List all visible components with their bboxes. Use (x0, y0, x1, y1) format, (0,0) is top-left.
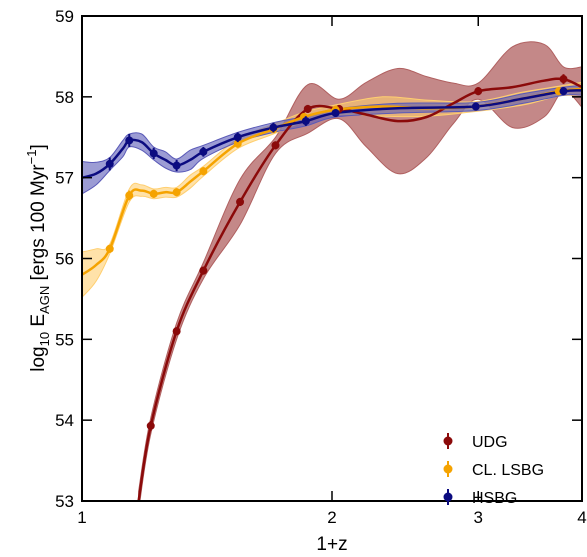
cl-lsbg-point (233, 139, 242, 148)
x-tick-label: 2 (327, 508, 336, 527)
hsbg-point (559, 87, 568, 96)
legend-dot-udg (443, 436, 453, 446)
y-tick-label: 55 (55, 330, 74, 349)
legend-label-hsbg: HSBG (472, 490, 517, 507)
hsbg-point (331, 109, 340, 117)
hsbg-point (105, 159, 114, 168)
udg-point (474, 87, 483, 96)
udg-point (172, 327, 181, 336)
hsbg-point (172, 161, 181, 170)
y-label-sup: −1 (24, 150, 39, 165)
udg-line (137, 77, 582, 501)
hsbg-point (125, 136, 134, 145)
series-markers (105, 74, 568, 431)
udg-band (138, 41, 582, 501)
y-axis-label: log10 EAGN [ergs 100 Myr−1] (24, 144, 52, 372)
hsbg-point (471, 102, 480, 111)
x-tick-label: 4 (577, 508, 586, 527)
y-label-sub-10: 10 (37, 332, 52, 346)
udg-point (303, 104, 312, 113)
legend-dot-hsbg (443, 492, 453, 502)
cl-lsbg-point (149, 189, 158, 198)
udg-point (199, 266, 208, 275)
cl-lsbg-point (105, 244, 114, 253)
udg-point (559, 75, 568, 84)
udg-point (146, 421, 155, 430)
cl-lsbg-point (125, 191, 134, 200)
udg-point (236, 197, 245, 206)
hsbg-point (199, 147, 208, 156)
x-tick-label: 1 (77, 508, 86, 527)
legend-label-cl-lsbg: CL. LSBG (472, 462, 544, 479)
y-label-log: log (28, 346, 49, 371)
y-tick-label: 54 (55, 411, 74, 430)
hsbg-point (233, 133, 242, 142)
legend-label-udg: UDG (472, 434, 508, 451)
legend: UDG CL. LSBG HSBG (443, 433, 544, 507)
y-tick-label: 57 (55, 169, 74, 188)
y-axis-ticks: 53 54 55 56 57 58 59 (55, 7, 582, 511)
y-label-e: E (28, 314, 49, 332)
y-tick-label: 53 (55, 492, 74, 511)
y-label-sub-agn: AGN (37, 286, 52, 314)
cl-lsbg-point (199, 167, 208, 176)
x-axis-label: 1+z (316, 534, 347, 555)
hsbg-point (301, 117, 310, 126)
x-axis-ticks: 1 2 3 4 (77, 16, 587, 527)
legend-dot-cl-lsbg (443, 464, 453, 474)
hsbg-line (82, 89, 582, 179)
y-label-close: ] (28, 144, 49, 149)
y-tick-label: 59 (55, 7, 74, 26)
y-tick-label: 56 (55, 250, 74, 269)
cl-lsbg-point (172, 188, 181, 197)
hsbg-point (269, 123, 278, 132)
x-tick-label: 3 (474, 508, 483, 527)
udg-point (271, 141, 280, 150)
hsbg-point (149, 149, 158, 158)
y-label-unit: [ergs 100 Myr (28, 164, 49, 286)
y-tick-label: 58 (55, 88, 74, 107)
